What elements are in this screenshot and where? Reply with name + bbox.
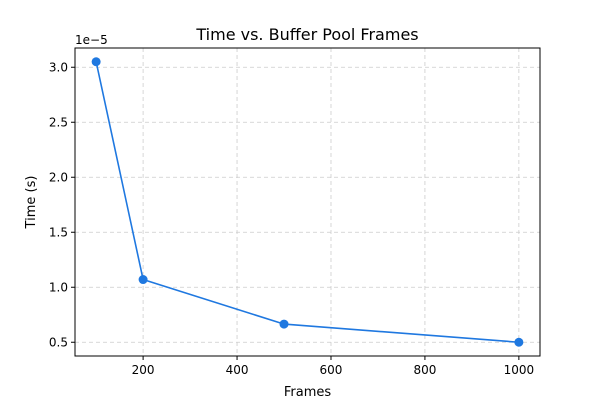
y-axis: 0.5 1.0 1.5 2.0 2.5 3.0 bbox=[49, 60, 75, 349]
y-tick-label: 1.5 bbox=[49, 225, 68, 239]
data-point bbox=[279, 319, 289, 329]
y-offset-label: 1e−5 bbox=[75, 33, 108, 47]
data-point bbox=[91, 57, 101, 67]
grid bbox=[75, 48, 540, 356]
x-tick-label: 400 bbox=[226, 363, 249, 377]
y-tick-label: 3.0 bbox=[49, 60, 68, 74]
x-axis: 200 400 600 800 1000 bbox=[132, 356, 534, 377]
x-tick-label: 600 bbox=[320, 363, 343, 377]
data-point bbox=[138, 275, 148, 285]
x-tick-label: 200 bbox=[132, 363, 155, 377]
y-tick-label: 2.5 bbox=[49, 115, 68, 129]
data-point bbox=[514, 337, 524, 347]
y-tick-label: 2.0 bbox=[49, 170, 68, 184]
y-tick-label: 0.5 bbox=[49, 335, 68, 349]
y-tick-label: 1.0 bbox=[49, 280, 68, 294]
chart-title: Time vs. Buffer Pool Frames bbox=[195, 25, 418, 44]
plot-frame bbox=[74, 47, 541, 357]
x-axis-title: Frames bbox=[284, 385, 332, 400]
series-line bbox=[95, 61, 519, 344]
y-axis-title: Time (s) bbox=[24, 176, 39, 230]
series-layer bbox=[91, 57, 524, 347]
x-tick-label: 1000 bbox=[504, 363, 535, 377]
x-tick-label: 800 bbox=[413, 363, 436, 377]
